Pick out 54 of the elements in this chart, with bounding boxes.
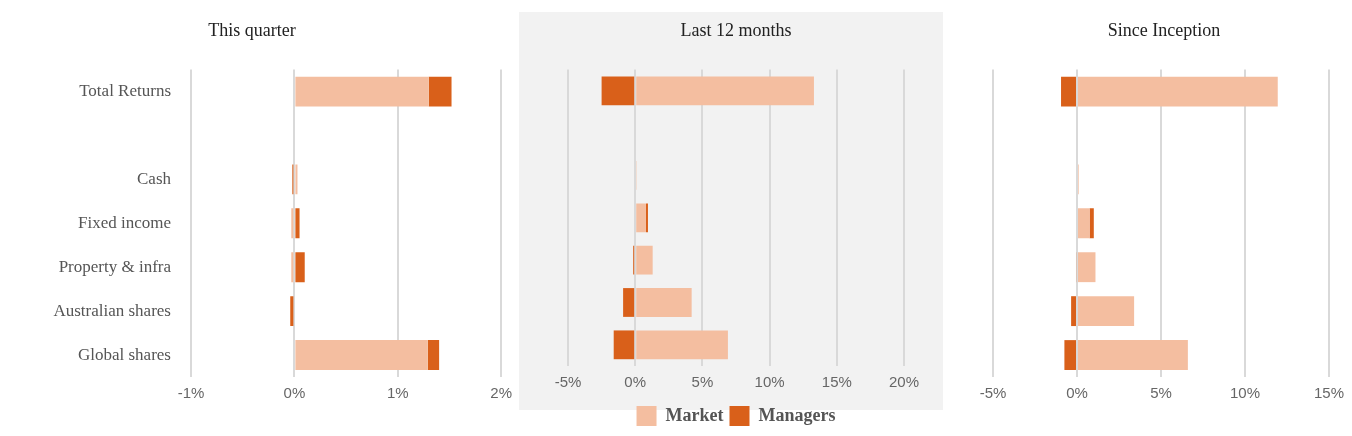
x-tick-label: 15% [821,373,852,391]
bar [291,252,294,283]
bar [1078,76,1278,107]
y-tick-label: Global shares [77,344,171,364]
bar [636,76,814,106]
bar [1061,76,1076,107]
bar [291,208,294,239]
y-tick-label: Australian shares [53,300,171,320]
y-tick-label: Property & infra [58,256,172,276]
bar [1078,208,1090,239]
bar [613,330,635,360]
chart-title: Since Inception [1107,19,1221,40]
x-tick-label: 15% [1313,384,1344,402]
x-tick-label: 5% [1150,384,1172,402]
bar [1064,340,1076,370]
bar [636,203,646,233]
y-tick-label: Fixed income [77,212,171,232]
chart-title: This quarter [208,19,296,40]
bar [295,76,429,107]
bar [601,76,635,106]
bar [1089,208,1094,239]
chart-title: Last 12 months [680,19,792,40]
x-tick-label: 5% [691,373,714,391]
x-tick-label: 1% [386,384,409,402]
legend-label: Market [665,404,724,425]
bar [636,245,653,275]
x-tick-label: 0% [624,373,647,391]
bar [1078,252,1096,283]
x-tick-label: 0% [283,384,306,402]
x-tick-label: -5% [979,384,1007,402]
bar [427,340,440,370]
bar [428,76,452,107]
bar [1071,296,1076,327]
bar [295,252,305,283]
x-tick-label: 0% [1066,384,1088,402]
y-tick-label: Total Returns [79,81,171,101]
x-tick-label: 2% [490,384,512,402]
bar [623,288,635,317]
bar [290,296,294,327]
bar [636,288,692,317]
bar [1078,296,1135,327]
x-tick-label: 10% [754,373,785,391]
bar [295,340,428,370]
x-tick-label: -5% [554,373,582,391]
bar [645,203,648,233]
bar [295,164,298,195]
bar [1078,340,1188,370]
bar [636,330,728,360]
legend-label: Managers [758,404,836,425]
x-tick-label: 20% [888,373,920,391]
bar [295,208,300,239]
y-tick-label: Cash [137,168,172,188]
x-tick-label: -1% [177,384,205,402]
x-tick-label: 10% [1229,384,1261,402]
